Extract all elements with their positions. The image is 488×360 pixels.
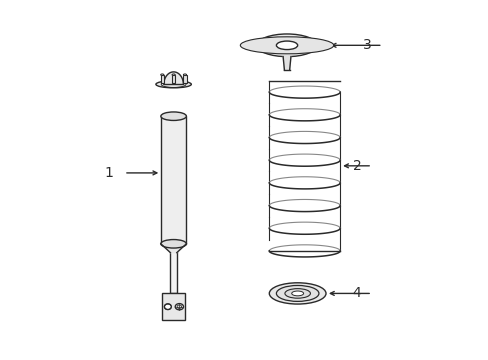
Ellipse shape [269,283,325,304]
Polygon shape [163,72,183,84]
Bar [162,293,185,320]
Ellipse shape [177,305,182,309]
Bar [161,116,186,244]
Ellipse shape [161,74,163,76]
Text: 1: 1 [104,166,113,180]
Ellipse shape [183,74,186,76]
Ellipse shape [240,37,333,54]
Polygon shape [283,57,290,70]
Ellipse shape [291,291,303,296]
Ellipse shape [161,112,186,121]
Polygon shape [161,244,186,253]
Ellipse shape [172,74,175,76]
Ellipse shape [164,304,171,310]
Ellipse shape [276,41,297,50]
Bar [161,75,163,82]
Bar [170,244,177,293]
Ellipse shape [285,289,310,298]
Ellipse shape [256,34,317,57]
Bar [172,75,175,82]
Bar [183,75,186,82]
Text: 4: 4 [352,287,361,301]
Text: 3: 3 [363,38,371,52]
Ellipse shape [161,239,186,248]
Ellipse shape [175,303,183,310]
Ellipse shape [156,81,191,88]
Text: 2: 2 [352,159,361,173]
Ellipse shape [276,285,318,301]
